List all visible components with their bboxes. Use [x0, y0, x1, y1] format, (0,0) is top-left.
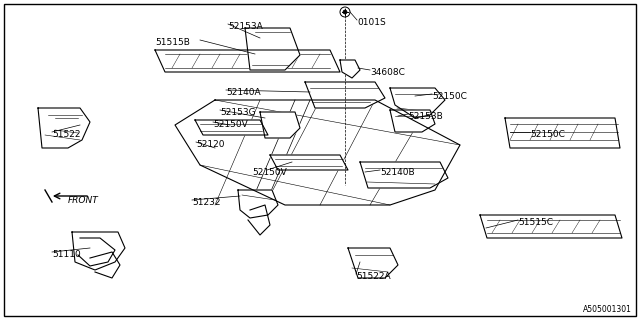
Text: 0101S: 0101S [357, 18, 386, 27]
Polygon shape [245, 28, 300, 70]
Text: 52153B: 52153B [408, 112, 443, 121]
Polygon shape [175, 100, 460, 205]
Text: 51522: 51522 [52, 130, 81, 139]
Polygon shape [505, 118, 620, 148]
Text: 52153A: 52153A [228, 22, 263, 31]
Text: 51515B: 51515B [155, 38, 190, 47]
Polygon shape [38, 108, 90, 148]
Polygon shape [260, 112, 300, 138]
Text: 34608C: 34608C [370, 68, 405, 77]
Text: 52153G: 52153G [220, 108, 255, 117]
Text: 51232: 51232 [192, 198, 221, 207]
Polygon shape [155, 50, 340, 72]
Polygon shape [340, 60, 360, 78]
Text: 51110: 51110 [52, 250, 81, 259]
Text: 52140A: 52140A [226, 88, 260, 97]
Polygon shape [348, 248, 398, 278]
Polygon shape [390, 110, 435, 132]
Text: 52120: 52120 [196, 140, 225, 149]
Polygon shape [390, 88, 445, 118]
Text: 52150V: 52150V [252, 168, 287, 177]
Text: FRONT: FRONT [68, 196, 99, 205]
Polygon shape [360, 162, 448, 188]
Polygon shape [480, 215, 622, 238]
Text: 52150V: 52150V [213, 120, 248, 129]
Polygon shape [270, 155, 348, 170]
Polygon shape [72, 232, 125, 270]
Text: 52150C: 52150C [432, 92, 467, 101]
Polygon shape [195, 120, 268, 135]
Text: 52150C: 52150C [530, 130, 565, 139]
Polygon shape [238, 190, 278, 218]
Text: A505001301: A505001301 [583, 305, 632, 314]
Text: 51515C: 51515C [518, 218, 553, 227]
Text: 51522A: 51522A [356, 272, 390, 281]
Text: 52140B: 52140B [380, 168, 415, 177]
Circle shape [343, 10, 347, 14]
Polygon shape [305, 82, 385, 108]
